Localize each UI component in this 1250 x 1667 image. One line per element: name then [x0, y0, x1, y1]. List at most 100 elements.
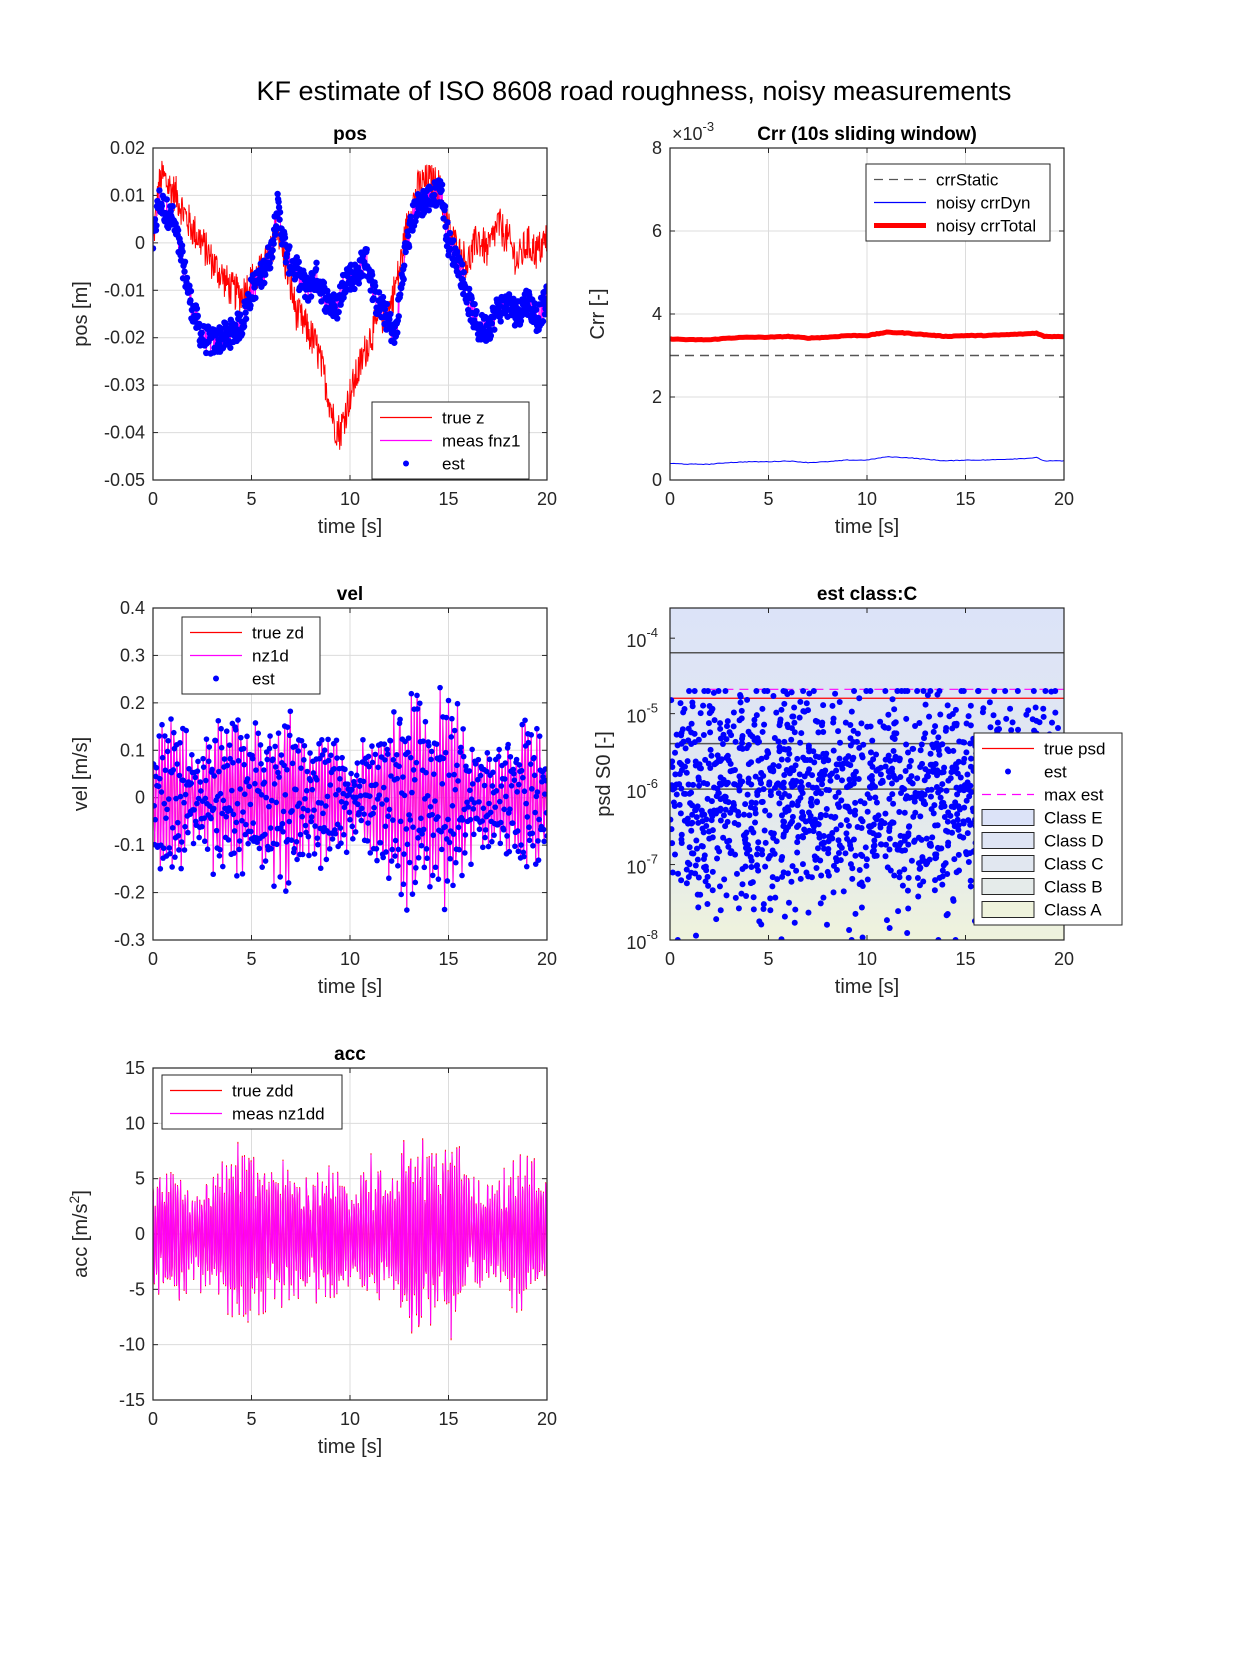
est-point [705, 720, 712, 727]
est-point [159, 721, 165, 728]
est-point [777, 716, 784, 723]
est-point [868, 784, 875, 791]
est-point [777, 782, 784, 789]
est-point [772, 894, 779, 901]
est-point [474, 776, 481, 783]
est-point [401, 851, 407, 857]
est-point [891, 730, 898, 737]
est-point [886, 774, 893, 781]
est-point [298, 737, 305, 744]
est-point [755, 738, 762, 745]
est-point [493, 788, 500, 794]
est-point [277, 874, 284, 880]
est-point [940, 862, 947, 869]
est-point [830, 715, 837, 722]
est-point [683, 880, 690, 887]
est-point [158, 789, 165, 795]
est-point [355, 801, 361, 808]
est-point [901, 866, 908, 873]
est-point [383, 849, 389, 855]
est-point [689, 811, 696, 818]
est-point [842, 803, 849, 810]
est-point [873, 799, 880, 806]
est-point [705, 760, 712, 767]
est-point [261, 279, 268, 287]
est-point [447, 245, 454, 253]
est-point [481, 782, 488, 789]
est-point [427, 883, 433, 890]
est-point [945, 842, 952, 849]
est-point [690, 850, 697, 857]
est-point [311, 807, 317, 814]
psd-legend: true psd est max est Class E Class D Class C C… [973, 732, 1123, 926]
est-point [215, 717, 222, 724]
est-point [223, 813, 229, 820]
est-point [322, 803, 329, 809]
est-point [886, 835, 893, 842]
est-point [927, 840, 934, 847]
est-point [198, 329, 205, 336]
est-point [862, 844, 869, 851]
est-point [785, 746, 792, 753]
est-point [697, 891, 704, 898]
est-point [267, 825, 274, 831]
est-point [939, 867, 946, 874]
est-point [892, 719, 899, 726]
est-point [915, 893, 922, 900]
est-point [817, 811, 824, 818]
est-point [856, 866, 863, 873]
est-point [686, 861, 693, 868]
est-point [825, 846, 832, 853]
chart-title: est class:C [817, 584, 918, 605]
est-point [181, 799, 187, 806]
est-point [161, 800, 168, 807]
series-crrdyn [670, 456, 1064, 466]
est-point [254, 839, 260, 846]
est-point [460, 753, 467, 760]
legend-label: max est [1044, 786, 1104, 805]
est-point [905, 905, 912, 912]
est-point [725, 843, 732, 850]
est-point [173, 795, 179, 802]
est-point [525, 739, 532, 746]
est-point [355, 280, 363, 287]
est-point [483, 768, 490, 775]
est-point [882, 810, 889, 817]
est-point [763, 754, 770, 761]
est-point [174, 819, 181, 826]
est-point [182, 823, 188, 830]
crr-legend: crrStatic noisy crrDyn noisy crrTotal [865, 163, 1051, 242]
est-point [895, 845, 902, 852]
est-point [832, 855, 839, 862]
est-point [967, 740, 974, 747]
est-point [392, 837, 399, 844]
y-tick-label: 0.01 [110, 185, 145, 205]
est-point [163, 815, 169, 821]
y-tick-label: -0.05 [104, 470, 145, 490]
est-point [299, 813, 305, 820]
est-point [914, 874, 921, 881]
est-point [272, 743, 278, 750]
est-point [747, 804, 754, 811]
est-point [298, 765, 304, 771]
y-tick-label: 15 [125, 1058, 145, 1078]
est-point [676, 781, 683, 788]
est-point [760, 901, 767, 908]
est-point [846, 927, 853, 934]
est-point [539, 318, 547, 325]
est-point [531, 772, 538, 779]
est-point [706, 835, 713, 842]
legend-label: nz1d [252, 647, 289, 666]
est-point [748, 863, 755, 870]
est-point [471, 831, 477, 838]
est-point [746, 812, 753, 819]
est-point [720, 812, 727, 819]
est-point [380, 854, 387, 861]
legend-label: true zdd [232, 1082, 293, 1101]
est-point [513, 756, 520, 763]
est-point [807, 799, 814, 806]
est-point [304, 768, 311, 775]
est-point [936, 688, 943, 694]
est-point [846, 776, 853, 783]
est-point [850, 727, 857, 734]
